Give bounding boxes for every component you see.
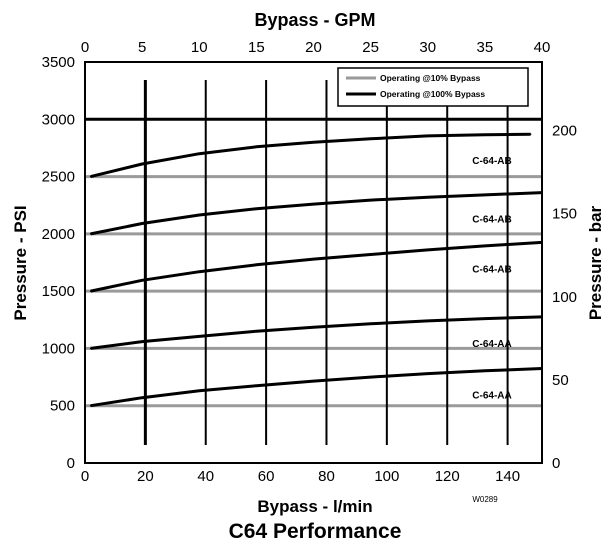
lmin-tick-label: 40 bbox=[197, 468, 214, 485]
bar-tick-label: 200 bbox=[552, 123, 577, 140]
gpm-tick-label: 10 bbox=[191, 39, 208, 56]
curve-point bbox=[484, 317, 486, 320]
curve-point bbox=[89, 175, 92, 178]
curve-point bbox=[426, 135, 429, 137]
curve-point bbox=[89, 404, 92, 407]
curve-point bbox=[426, 320, 429, 322]
lmin-tick-label: 80 bbox=[318, 468, 335, 485]
curve-point bbox=[369, 322, 372, 325]
curve-line bbox=[90, 132, 531, 179]
left-axis-title: Pressure - PSI bbox=[11, 205, 30, 320]
grid-lines bbox=[85, 80, 542, 445]
psi-tick-label: 3000 bbox=[42, 111, 75, 128]
curve-point bbox=[198, 390, 201, 392]
curve-point bbox=[484, 369, 486, 372]
lmin-tick-label: 0 bbox=[81, 468, 89, 485]
curve-label: C-64-AA bbox=[472, 339, 511, 350]
curve-point bbox=[141, 222, 143, 225]
gpm-tick-label: 30 bbox=[419, 39, 436, 56]
curve-point bbox=[369, 199, 372, 201]
top-axis-title: Bypass - GPM bbox=[254, 10, 375, 30]
curve-point bbox=[484, 133, 486, 136]
curve-point bbox=[198, 214, 201, 216]
curve-label: C-64-AB bbox=[472, 264, 511, 275]
tick-labels: 0500100015002000250030003500050100150200… bbox=[42, 39, 577, 485]
gpm-tick-label: 5 bbox=[138, 39, 146, 56]
curve-point bbox=[141, 279, 143, 282]
curve-label: C-64-AB bbox=[472, 215, 511, 226]
legend: Operating @10% Bypass Operating @100% By… bbox=[337, 67, 529, 107]
psi-tick-label: 1000 bbox=[42, 340, 75, 357]
legend-box bbox=[337, 67, 529, 107]
curve-point bbox=[426, 372, 429, 375]
bar-tick-label: 50 bbox=[552, 372, 569, 389]
psi-tick-label: 3500 bbox=[42, 54, 75, 71]
psi-tick-label: 500 bbox=[50, 398, 75, 415]
legend-label-10pct: Operating @10% Bypass bbox=[380, 73, 481, 83]
gpm-tick-label: 40 bbox=[534, 39, 551, 56]
curve-point bbox=[89, 347, 92, 350]
curve-point bbox=[255, 207, 258, 210]
chart-title: C64 Performance bbox=[229, 520, 402, 543]
bar-tick-label: 0 bbox=[552, 455, 560, 472]
lmin-tick-label: 60 bbox=[258, 468, 275, 485]
lmin-tick-label: 100 bbox=[374, 468, 399, 485]
psi-tick-label: 1500 bbox=[42, 283, 75, 300]
curve-point bbox=[312, 380, 315, 382]
curve-point bbox=[484, 245, 486, 247]
figure-code: W0289 bbox=[472, 495, 498, 504]
curve-point bbox=[255, 384, 258, 387]
curve-point bbox=[198, 152, 201, 155]
curve-point bbox=[426, 196, 429, 198]
bar-tick-label: 100 bbox=[552, 289, 577, 306]
curve-point bbox=[312, 326, 315, 329]
curve-point bbox=[255, 330, 258, 333]
curve-point bbox=[141, 396, 143, 399]
curve-line bbox=[90, 191, 543, 236]
curve-point bbox=[369, 253, 372, 256]
curve-point bbox=[312, 258, 315, 260]
gpm-tick-label: 0 bbox=[81, 39, 89, 56]
psi-tick-label: 2500 bbox=[42, 169, 75, 186]
gpm-tick-label: 35 bbox=[477, 39, 494, 56]
bottom-axis-title: Bypass - l/min bbox=[257, 497, 372, 516]
right-axis-title: Pressure - bar bbox=[586, 205, 605, 320]
curve-point bbox=[369, 376, 372, 378]
curve-point bbox=[529, 133, 532, 135]
lmin-tick-label: 120 bbox=[435, 468, 460, 485]
lmin-tick-label: 20 bbox=[137, 468, 154, 485]
plot-border bbox=[84, 61, 543, 464]
bypass-curves: C-64-AB C-64-AB C-64-AB C-64-AA C-64-AA bbox=[89, 132, 543, 408]
curve-point bbox=[369, 137, 372, 140]
legend-label-100pct: Operating @100% Bypass bbox=[380, 89, 485, 99]
curve-label: C-64-AB bbox=[472, 156, 511, 167]
curve-point bbox=[426, 249, 429, 251]
curve-point bbox=[89, 233, 92, 235]
gpm-tick-label: 20 bbox=[305, 39, 322, 56]
curve-point bbox=[198, 270, 201, 273]
curve-point bbox=[255, 263, 258, 266]
curve-point bbox=[312, 203, 315, 205]
psi-tick-label: 2000 bbox=[42, 226, 75, 243]
lmin-tick-label: 140 bbox=[495, 468, 520, 485]
curve-point bbox=[89, 290, 92, 292]
bar-tick-label: 150 bbox=[552, 206, 577, 223]
curve-point bbox=[198, 335, 201, 338]
gpm-tick-label: 15 bbox=[248, 39, 265, 56]
curve-label: C-64-AA bbox=[472, 390, 511, 401]
curve-point bbox=[484, 194, 486, 196]
gpm-tick-label: 25 bbox=[362, 39, 379, 56]
curve-point bbox=[312, 141, 315, 143]
plot-frame bbox=[84, 61, 543, 464]
curve-point bbox=[141, 163, 143, 165]
curve-point bbox=[141, 340, 143, 343]
psi-tick-label: 0 bbox=[67, 455, 75, 472]
curve-point bbox=[255, 145, 258, 148]
